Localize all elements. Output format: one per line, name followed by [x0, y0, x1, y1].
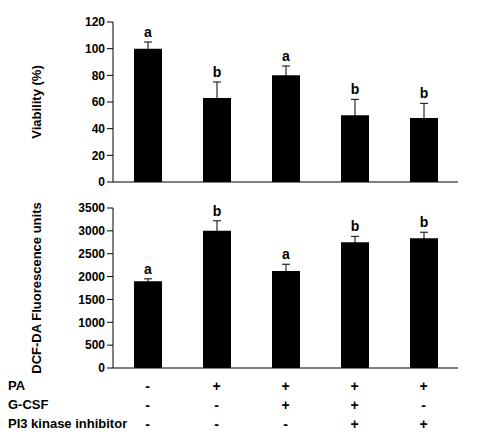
- svg-text:Viability (%): Viability (%): [29, 65, 44, 138]
- svg-text:2000: 2000: [78, 270, 105, 284]
- svg-text:20: 20: [92, 149, 106, 163]
- svg-text:a: a: [282, 48, 290, 64]
- svg-text:b: b: [420, 214, 429, 230]
- html-text:PA: PA: [8, 378, 26, 393]
- svg-text:60: 60: [92, 95, 106, 109]
- svg-text:b: b: [213, 64, 222, 80]
- svg-text:a: a: [144, 261, 152, 277]
- svg-text:120: 120: [85, 15, 105, 29]
- svg-text:3500: 3500: [78, 201, 105, 215]
- svg-text:3000: 3000: [78, 224, 105, 238]
- svg-text:500: 500: [85, 338, 105, 352]
- svg-text:b: b: [420, 85, 429, 101]
- svg-text:DCF-DA Fluorescence units: DCF-DA Fluorescence units: [29, 202, 44, 373]
- svg-text:b: b: [351, 218, 360, 234]
- svg-text:0: 0: [98, 175, 105, 188]
- svg-text:b: b: [351, 81, 360, 97]
- svg-text:80: 80: [92, 69, 106, 83]
- html-text:G-CSF: G-CSF: [8, 397, 49, 412]
- svg-text:0: 0: [98, 361, 105, 374]
- svg-text:a: a: [282, 246, 290, 262]
- svg-text:2500: 2500: [78, 247, 105, 261]
- svg-text:40: 40: [92, 122, 106, 136]
- svg-text:1500: 1500: [78, 293, 105, 307]
- svg-text:1000: 1000: [78, 316, 105, 330]
- html-text:PI3 kinase inhibitor: PI3 kinase inhibitor: [8, 416, 128, 431]
- svg-text:a: a: [144, 24, 152, 40]
- svg-text:b: b: [213, 203, 222, 219]
- svg-text:100: 100: [85, 42, 105, 56]
